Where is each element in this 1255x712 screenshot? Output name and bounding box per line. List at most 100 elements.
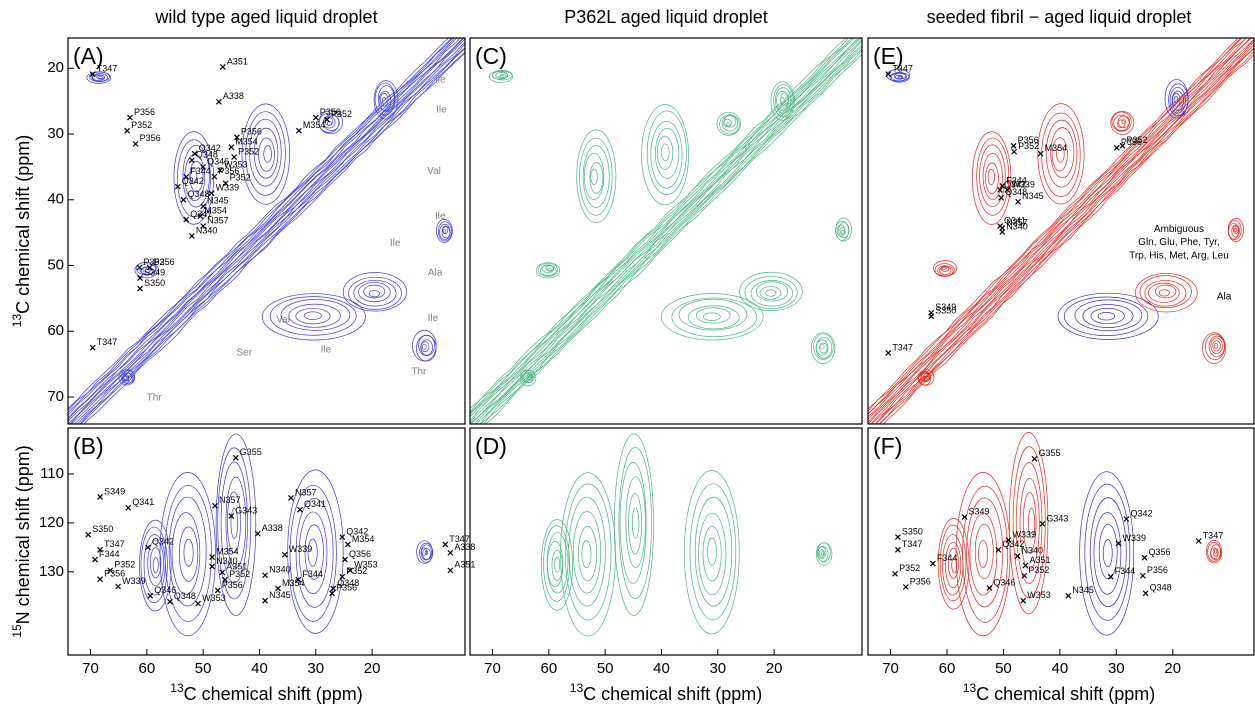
cross (85, 531, 92, 538)
contour (678, 298, 748, 331)
diagonal-contour (868, 38, 1242, 412)
annotation: Ala (428, 267, 443, 278)
cross (342, 556, 348, 563)
contour (641, 104, 689, 206)
cross (262, 597, 269, 604)
cross (222, 180, 229, 187)
diagonal-contour (874, 44, 1254, 424)
contour (819, 343, 825, 350)
peak-label: F344 (1006, 175, 1027, 185)
contour (230, 507, 238, 539)
cross (1142, 590, 1149, 597)
peak-label: N345 (1022, 191, 1044, 201)
diagonal-contour (470, 38, 853, 415)
contour (918, 369, 935, 386)
peak-label: S349 (144, 267, 165, 277)
peak-marker (1139, 572, 1146, 579)
peak-marker (1141, 554, 1148, 561)
cross (228, 513, 235, 519)
peak-marker (132, 140, 139, 147)
contour (521, 369, 535, 384)
contour (353, 279, 397, 307)
peak-marker (188, 233, 195, 239)
peak-marker (275, 585, 281, 592)
peak-marker (124, 127, 131, 134)
contour (564, 483, 612, 621)
peak-label: Q348 (174, 591, 196, 601)
peak-label: W339 (216, 183, 240, 193)
cross (297, 506, 303, 513)
diagonal-contour (470, 38, 847, 409)
cross (1139, 572, 1146, 579)
contour (770, 81, 795, 121)
contour (939, 266, 952, 276)
diagonal-contour (68, 38, 453, 411)
x-tick-label: 40 (653, 660, 670, 677)
cross (1021, 572, 1028, 579)
panel-letter: (A) (73, 43, 104, 69)
contour (982, 152, 1003, 200)
peak-marker (330, 585, 337, 592)
contour (419, 542, 434, 563)
cross (1005, 537, 1012, 543)
contour (120, 370, 135, 384)
peak-marker (191, 150, 198, 157)
peak-label: M354 (235, 137, 258, 147)
peak-label: P352 (331, 109, 352, 119)
contour (139, 519, 172, 612)
contour (1051, 137, 1068, 172)
peak-marker (442, 541, 449, 548)
contour (488, 70, 514, 83)
contour (1012, 446, 1046, 599)
peak-label: S349 (935, 302, 956, 312)
diagonal-contour (470, 38, 855, 417)
cross (107, 567, 114, 574)
contour (1158, 289, 1170, 297)
peak-label: F344 (1115, 566, 1136, 576)
peak-marker (219, 569, 226, 576)
contour (420, 544, 432, 561)
label-text: C chemical shift (ppm) (13, 135, 33, 314)
diagonal-contour (79, 48, 465, 424)
peak-label: Q348 (187, 189, 209, 199)
contour (750, 280, 794, 307)
contour (582, 145, 610, 208)
annotation: Ile (428, 313, 439, 324)
contour (1050, 127, 1075, 179)
contour (628, 493, 642, 555)
peak-label: N345 (1072, 585, 1094, 595)
spectrum (139, 433, 434, 637)
peak-label: P352 (114, 560, 135, 570)
contour (721, 115, 739, 132)
peak-marker (147, 592, 154, 599)
spectrum (937, 432, 1223, 637)
cross (137, 285, 144, 292)
y-tick-label: 70 (47, 388, 64, 405)
diagonal-contour (868, 38, 1248, 417)
label-text: C chemical shift (ppm) (976, 684, 1155, 704)
peak-marker (97, 494, 104, 500)
diagonal-contour (68, 38, 459, 419)
diagonal-contour (871, 41, 1254, 424)
contour (118, 369, 136, 386)
contour (98, 76, 103, 79)
annotation: Ile (435, 75, 446, 86)
cross (228, 144, 235, 151)
cross (212, 502, 218, 509)
diagonal-contour (68, 38, 461, 420)
peak-marker (894, 546, 901, 553)
contour (716, 111, 741, 136)
peak-marker (174, 183, 181, 190)
peak-label: T347 (902, 539, 923, 549)
isotope: 13 (570, 681, 584, 695)
contour (241, 103, 290, 205)
peak-marker (297, 506, 303, 513)
peak-label: S350 (935, 306, 956, 316)
contour (499, 75, 505, 78)
peak-marker (97, 576, 104, 583)
contour (1097, 312, 1116, 321)
isotope: 13 (10, 314, 24, 328)
spectrum (540, 433, 833, 637)
cross (1014, 553, 1021, 560)
peak-marker (232, 454, 239, 461)
